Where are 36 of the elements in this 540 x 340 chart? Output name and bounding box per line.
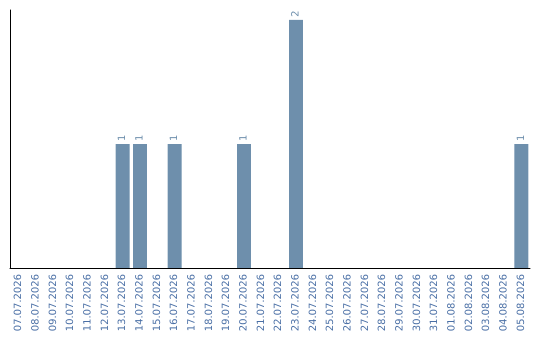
x-tick-label: 12.07.2026	[100, 274, 111, 332]
x-tick-label: 07.07.2026	[13, 274, 24, 332]
x-tick-label: 11.07.2026	[82, 274, 94, 332]
data-label: 2	[290, 10, 302, 17]
x-tick-label: 08.07.2026	[30, 274, 42, 332]
x-tick-label: 10.07.2026	[65, 274, 76, 332]
x-tick-label: 31.07.2026	[429, 274, 440, 332]
x-tick-label: 18.07.2026	[204, 274, 215, 332]
x-tick-label: 14.07.2026	[134, 274, 146, 332]
x-tick-label: 02.08.2026	[464, 274, 475, 332]
x-tick-label: 23.07.2026	[290, 274, 302, 332]
x-tick-label: 30.07.2026	[412, 274, 423, 332]
data-label: 1	[117, 134, 128, 141]
x-tick-label: 15.07.2026	[152, 274, 163, 332]
x-tick-label: 16.07.2026	[169, 274, 180, 332]
x-tick-label: 25.07.2026	[325, 274, 336, 332]
x-tick-label: 27.07.2026	[360, 274, 371, 332]
x-tick-label: 22.07.2026	[273, 274, 284, 332]
data-label: 1	[169, 134, 180, 141]
x-tick-label: 03.08.2026	[481, 274, 492, 332]
data-label: 1	[238, 134, 250, 141]
x-tick-label: 29.07.2026	[394, 274, 406, 332]
data-label: 1	[516, 134, 527, 141]
x-tick-label: 13.07.2026	[117, 274, 128, 332]
x-tick-label: 20.07.2026	[238, 274, 250, 332]
x-tick-label: 21.07.2026	[256, 274, 267, 332]
x-tick-label: 28.07.2026	[377, 274, 388, 332]
x-tick-label: 09.07.2026	[48, 274, 59, 332]
x-tick-label: 26.07.2026	[342, 274, 354, 332]
x-tick-label: 17.07.2026	[186, 274, 198, 332]
x-tick-label: 05.08.2026	[516, 274, 527, 332]
x-tick-label: 01.08.2026	[446, 274, 458, 332]
x-tick-label: 24.07.2026	[308, 274, 319, 332]
data-label: 1	[134, 134, 146, 141]
x-tick-label: 19.07.2026	[221, 274, 232, 332]
x-tick-label: 04.08.2026	[498, 274, 510, 332]
